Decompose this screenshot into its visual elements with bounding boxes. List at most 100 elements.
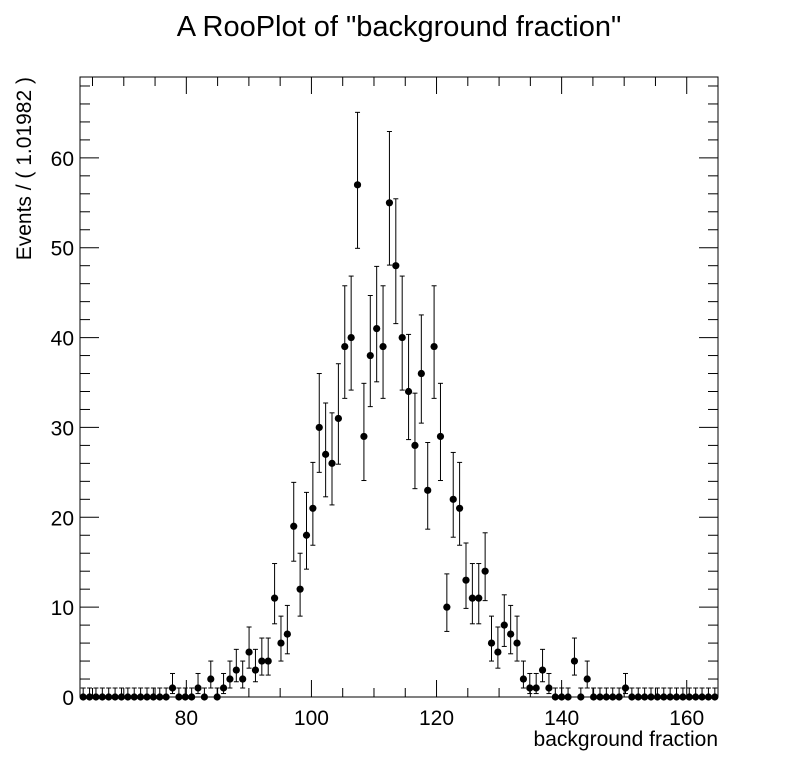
data-point <box>577 693 585 701</box>
data-point <box>558 693 566 701</box>
y-tick-label: 40 <box>51 328 74 351</box>
data-point-error <box>488 615 495 662</box>
data-point <box>156 693 164 701</box>
data-point-error <box>501 594 508 647</box>
data-point-error <box>418 314 425 424</box>
data-point <box>302 531 311 539</box>
data-point <box>628 693 636 701</box>
y-tick-label: 10 <box>51 597 74 620</box>
data-point <box>130 693 138 701</box>
data-point-error <box>335 363 342 465</box>
data-point-error <box>252 648 259 683</box>
data-point <box>264 657 272 665</box>
data-point <box>328 459 336 467</box>
data-point <box>309 504 317 512</box>
x-tick-label: 100 <box>294 707 329 730</box>
y-tick-label: 0 <box>62 687 74 710</box>
y-tick-label: 50 <box>51 238 74 261</box>
data-point <box>436 432 445 441</box>
data-point <box>494 648 502 656</box>
x-tick-labels: 80 100 120 140 160 <box>175 707 705 730</box>
data-point-error <box>469 563 476 625</box>
data-point-error <box>392 198 399 325</box>
data-point-error <box>494 626 502 669</box>
data-point <box>385 199 394 207</box>
data-point <box>322 450 330 458</box>
data-point <box>672 693 681 701</box>
data-point <box>379 342 387 351</box>
data-point <box>704 693 713 701</box>
data-point-error <box>539 648 546 683</box>
data-point-error <box>399 275 406 391</box>
data-point-error <box>265 637 272 676</box>
data-point-error <box>226 660 234 689</box>
data-point <box>270 594 279 602</box>
data-point-error <box>379 285 387 399</box>
data-point <box>175 693 183 701</box>
data-point <box>251 666 260 674</box>
x-tick-label: 160 <box>669 707 704 730</box>
data-point <box>117 693 126 701</box>
data-point <box>545 684 553 692</box>
data-point <box>181 693 189 701</box>
data-point-error <box>303 491 310 570</box>
data-point-error <box>341 285 348 399</box>
data-point <box>564 693 572 701</box>
x-axis-label: background fraction <box>534 728 718 751</box>
data-point <box>481 567 489 575</box>
data-point-error <box>386 131 393 266</box>
data-point <box>589 693 598 701</box>
data-point <box>79 693 87 701</box>
data-point-error <box>437 382 444 482</box>
data-point <box>519 675 528 683</box>
data-point <box>551 693 559 701</box>
data-point <box>213 693 221 701</box>
data-point-error <box>296 552 304 617</box>
x-tick-label: 120 <box>419 707 454 730</box>
data-point <box>226 675 234 683</box>
y-tick-label: 30 <box>51 417 74 440</box>
x-axis-ticks <box>92 77 719 697</box>
data-point <box>500 621 508 629</box>
data-point <box>666 693 674 701</box>
data-point <box>615 693 623 701</box>
data-point-error <box>456 461 463 546</box>
data-point-error <box>507 604 514 655</box>
data-point <box>443 603 451 611</box>
data-point-error <box>430 285 438 399</box>
y-axis-ticks <box>80 85 718 698</box>
data-point <box>200 693 209 701</box>
data-point <box>219 684 228 692</box>
data-point-error <box>290 481 297 562</box>
data-point-error <box>258 637 266 676</box>
x-tick-label: 140 <box>544 707 579 730</box>
data-point-error <box>411 392 419 490</box>
data-point-error <box>347 275 355 391</box>
data-point <box>98 693 106 701</box>
data-points <box>79 181 719 701</box>
data-point <box>341 342 349 351</box>
data-point-error <box>367 294 374 408</box>
data-point-error <box>309 461 317 546</box>
chart-title: A RooPlot of "background fraction" <box>177 11 622 43</box>
data-point <box>621 684 630 692</box>
data-point <box>596 693 604 701</box>
data-point <box>513 639 521 647</box>
data-point <box>692 693 700 701</box>
data-point <box>404 387 413 396</box>
data-point-error <box>328 412 336 506</box>
data-point <box>258 657 266 665</box>
data-point <box>660 693 668 701</box>
data-point <box>424 486 432 494</box>
data-point-error <box>316 373 323 473</box>
y-tick-labels: 0 10 20 30 40 50 60 <box>51 148 74 710</box>
data-point <box>583 675 591 683</box>
data-point-error <box>360 382 368 482</box>
y-tick-label: 20 <box>51 507 74 530</box>
data-point-error <box>373 265 380 383</box>
data-point <box>417 369 425 378</box>
data-point <box>532 684 540 692</box>
data-point <box>398 333 406 342</box>
data-point <box>475 594 483 602</box>
